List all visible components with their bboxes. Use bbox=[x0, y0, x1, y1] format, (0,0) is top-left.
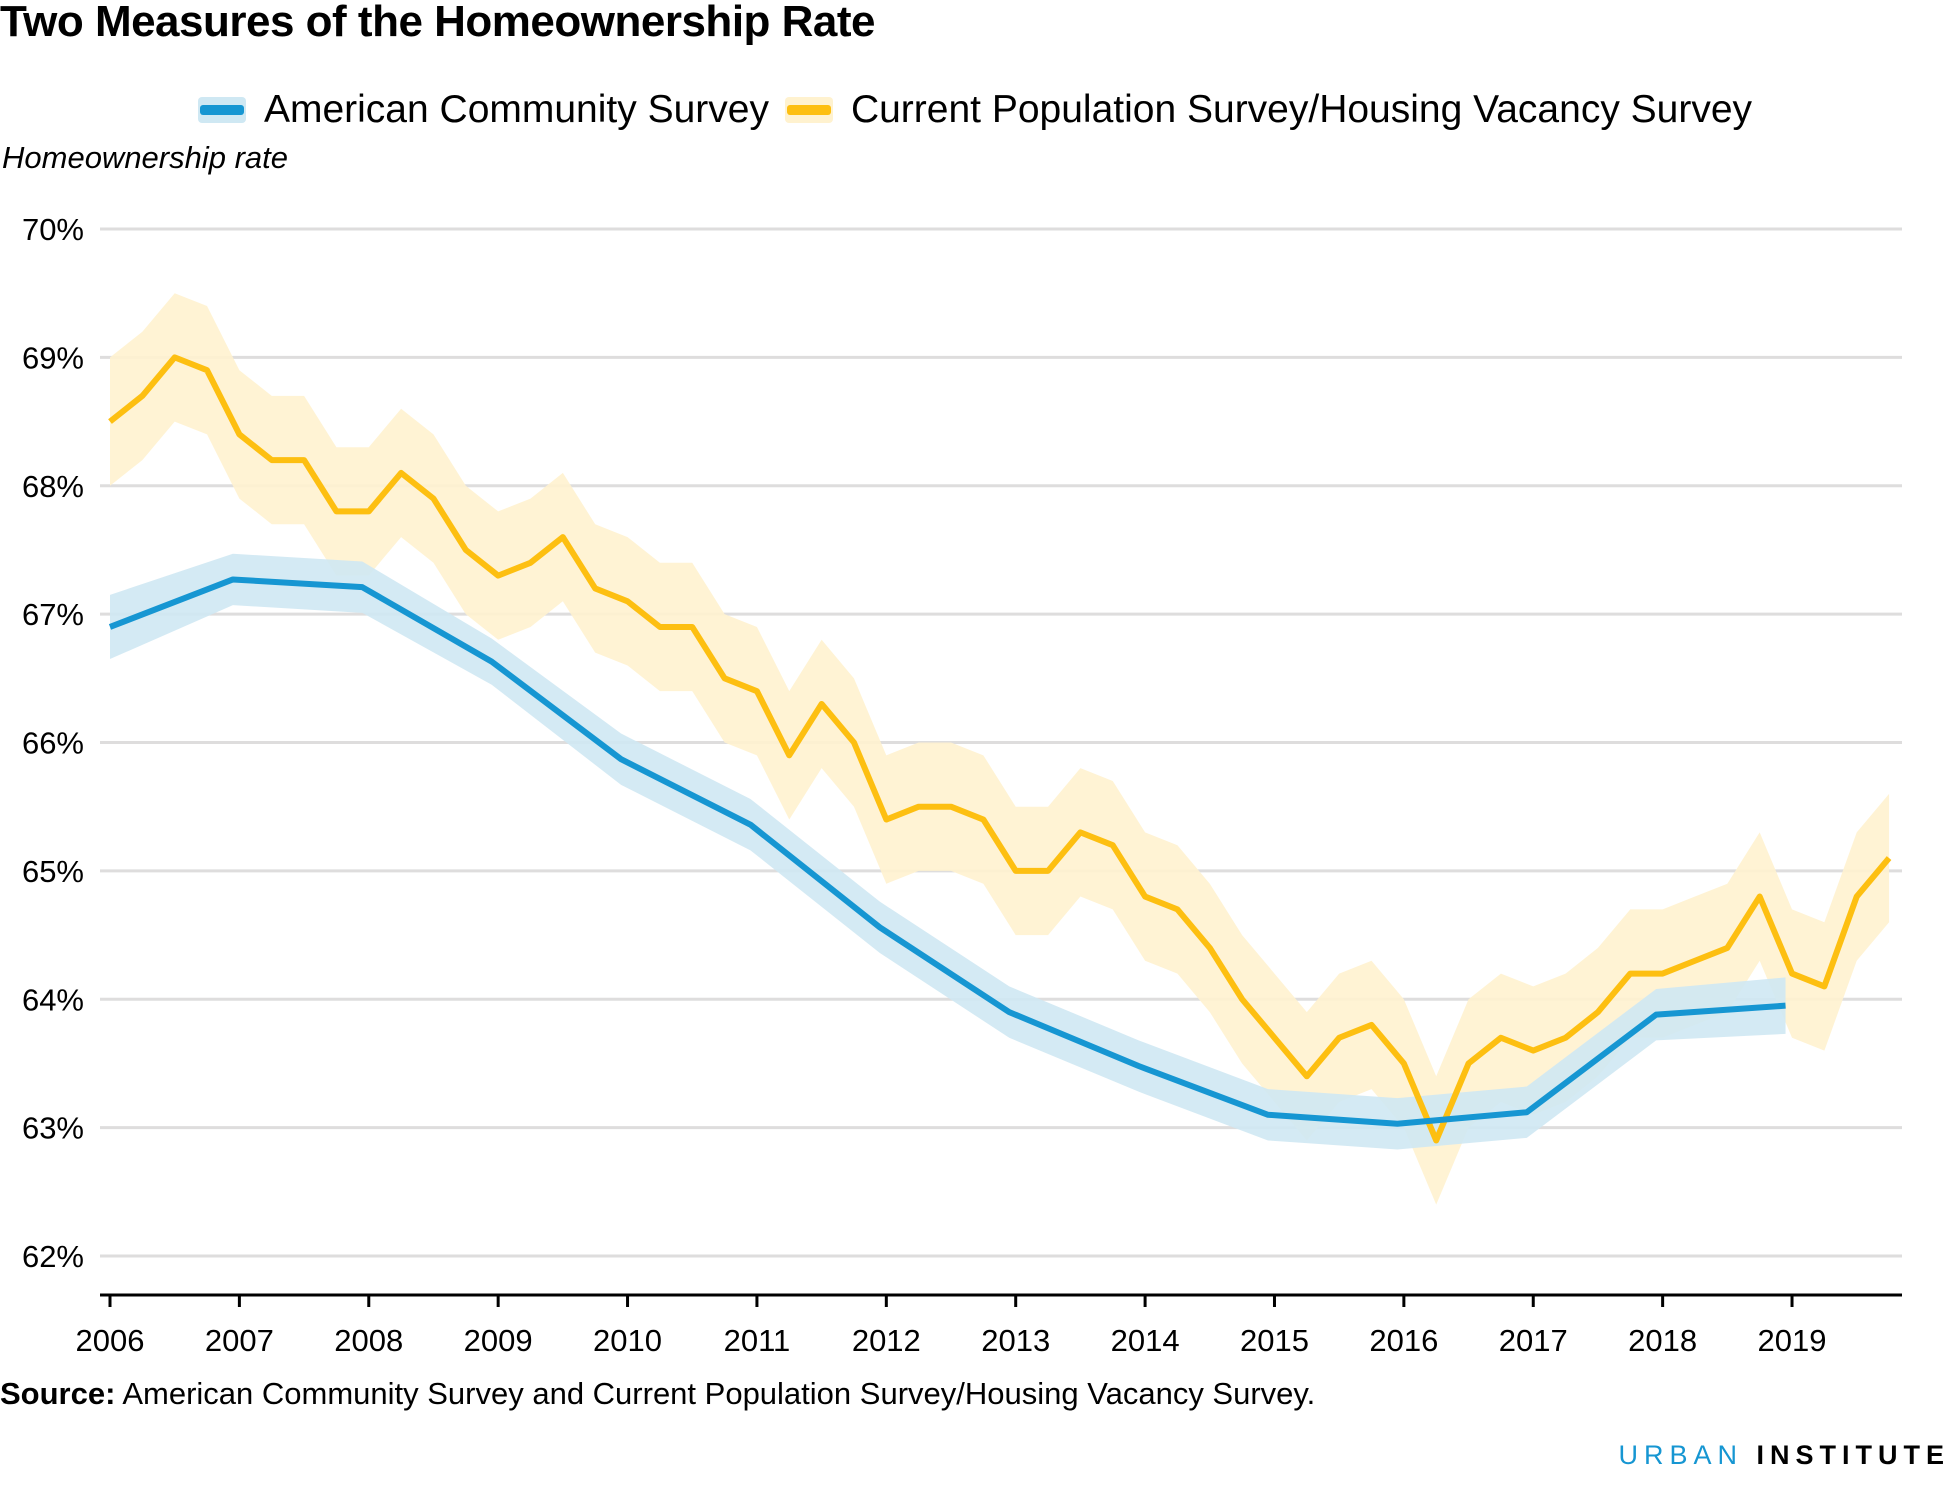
y-tick-label: 65% bbox=[22, 854, 84, 889]
source-note: Source: American Community Survey and Cu… bbox=[0, 1376, 1315, 1412]
legend-label-cps: Current Population Survey/Housing Vacanc… bbox=[850, 88, 1753, 131]
x-tick-label: 2006 bbox=[76, 1323, 145, 1358]
chart-title: Two Measures of the Homeownership Rate bbox=[0, 0, 876, 46]
x-tick-label: 2014 bbox=[1111, 1323, 1180, 1358]
y-tick-label: 69% bbox=[22, 340, 84, 375]
acs-series-line bbox=[108, 576, 1786, 1127]
legend-item-cps[interactable]: Current Population Survey/Housing Vacanc… bbox=[784, 88, 1753, 132]
acs-confidence-band bbox=[110, 553, 1786, 1150]
source-text: American Community Survey and Current Po… bbox=[115, 1376, 1316, 1411]
x-tick-label: 2009 bbox=[464, 1323, 533, 1358]
urban-institute-logo: URBAN INSTITUTE bbox=[1618, 1440, 1950, 1471]
x-tick-label: 2007 bbox=[205, 1323, 274, 1358]
x-tick-label: 2011 bbox=[724, 1323, 791, 1358]
x-tick-label: 2012 bbox=[852, 1323, 921, 1358]
source-label: Source: bbox=[0, 1376, 116, 1411]
x-tick-label: 2016 bbox=[1369, 1323, 1438, 1358]
x-tick-label: 2017 bbox=[1499, 1323, 1568, 1358]
x-tick-label: 2018 bbox=[1628, 1323, 1697, 1358]
brand-institute: INSTITUTE bbox=[1756, 1440, 1950, 1470]
brand-urban: URBAN bbox=[1618, 1440, 1743, 1470]
x-tick-label: 2019 bbox=[1758, 1323, 1827, 1358]
y-tick-label: 70% bbox=[22, 212, 84, 247]
y-tick-label: 63% bbox=[22, 1111, 84, 1146]
legend-item-acs[interactable]: American Community Survey bbox=[197, 88, 769, 132]
cps-confidence-band bbox=[110, 293, 1890, 1205]
y-tick-label: 64% bbox=[22, 982, 84, 1017]
y-tick-label: 68% bbox=[22, 469, 84, 504]
y-tick-label: 67% bbox=[22, 597, 84, 632]
legend-label-acs: American Community Survey bbox=[263, 88, 769, 131]
y-axis-label: Homeownership rate bbox=[2, 140, 289, 175]
y-tick-label: 66% bbox=[22, 726, 84, 761]
x-tick-label: 2015 bbox=[1240, 1323, 1309, 1358]
cps-series-line bbox=[108, 354, 1892, 1144]
x-tick-label: 2010 bbox=[593, 1323, 662, 1358]
y-tick-label: 62% bbox=[22, 1239, 84, 1274]
x-tick-label: 2008 bbox=[334, 1323, 403, 1358]
legend-swatch-acs bbox=[197, 97, 246, 123]
legend-swatch-cps bbox=[784, 97, 833, 123]
x-tick-label: 2013 bbox=[981, 1323, 1050, 1358]
chart-legend: American Community Survey Current Popula… bbox=[0, 86, 1950, 134]
